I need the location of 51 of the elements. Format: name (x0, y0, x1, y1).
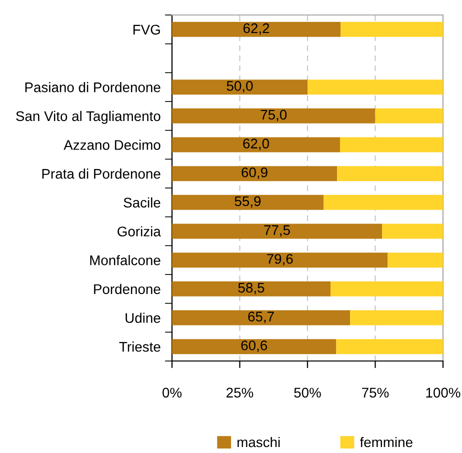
y-tick-label: Monfalcone (90, 255, 160, 266)
bar (340, 22, 443, 37)
y-tick-label: Prata di Pordenone (42, 168, 160, 179)
bar (375, 108, 443, 124)
bar (330, 281, 443, 296)
x-tick-label: 75% (362, 388, 389, 398)
data-label: 50,0 (226, 80, 253, 92)
bar (336, 339, 443, 354)
bar (172, 194, 324, 210)
bar (172, 137, 340, 152)
x-tick-label: 0% (162, 388, 182, 398)
y-tick-label: Azzano Decimo (64, 140, 160, 150)
y-tick-label: Gorizia (118, 226, 161, 236)
bar (172, 310, 350, 326)
legend-label: femmine (360, 436, 412, 448)
bar (172, 166, 338, 182)
y-tick-label: Pordenone (94, 284, 160, 294)
x-tick-label: 25% (226, 388, 254, 398)
data-label: 58,5 (238, 282, 264, 294)
data-label: 79,6 (267, 254, 293, 266)
bar (388, 252, 443, 268)
bar (350, 310, 443, 326)
y-tick-label: Sacile (124, 197, 160, 208)
x-tick-label: 100% (426, 388, 460, 398)
data-label: 77,5 (264, 225, 290, 237)
y-tick-label: Trieste (119, 342, 160, 352)
legend-label: maschi (238, 436, 280, 448)
data-label: 60,9 (242, 167, 268, 179)
bar (382, 224, 443, 239)
x-tick-label: 50% (294, 388, 321, 398)
data-label: 60,6 (241, 340, 268, 352)
data-label: 55,9 (234, 196, 261, 208)
bar (172, 339, 336, 354)
bar (172, 281, 331, 296)
bar (172, 252, 388, 268)
bar (172, 224, 382, 239)
bar (308, 80, 443, 95)
bar (337, 166, 443, 182)
data-label: 75,0 (260, 110, 287, 122)
data-label: 65,7 (248, 312, 274, 324)
y-tick-label: Udine (126, 312, 160, 323)
data-label: 62,0 (243, 138, 269, 150)
y-tick-label: FVG (133, 24, 160, 35)
bar (340, 137, 443, 152)
y-tick-label: Pasiano di Pordenone (25, 82, 160, 92)
y-tick-label: San Vito al Tagliamento (16, 110, 160, 124)
data-label: 62,2 (243, 23, 270, 35)
bar (172, 108, 376, 124)
bar (172, 80, 308, 95)
bar (172, 22, 341, 37)
bar (323, 194, 443, 210)
